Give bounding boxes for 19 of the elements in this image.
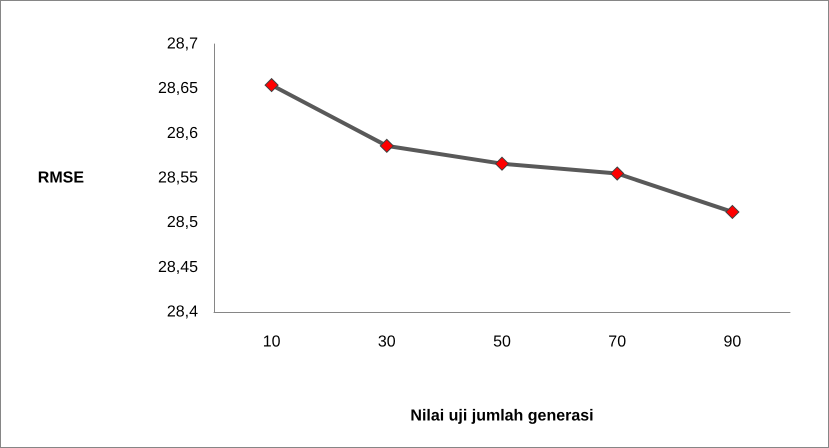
y-tick-label: 28,6 bbox=[166, 124, 198, 142]
y-tick-label: 28,65 bbox=[158, 80, 198, 98]
x-tick-label: 90 bbox=[724, 334, 742, 350]
x-tick-label: 70 bbox=[608, 334, 626, 350]
point bbox=[264, 78, 279, 92]
point bbox=[380, 138, 394, 153]
x-tick-label: 30 bbox=[378, 334, 396, 350]
x-axis-title: Nilai uji jumlah generasi bbox=[410, 408, 594, 424]
x-tick-label: 50 bbox=[493, 334, 511, 350]
y-tick-label: 28,45 bbox=[158, 258, 198, 276]
x-tick-label: 10 bbox=[262, 334, 281, 350]
point bbox=[495, 156, 509, 171]
y-tick-label: 28,4 bbox=[166, 304, 198, 320]
y-tick-label: 28,5 bbox=[166, 214, 198, 232]
y-axis-title: RMSE bbox=[38, 170, 84, 186]
point bbox=[610, 166, 624, 181]
y-tick-label: 28,55 bbox=[158, 170, 198, 186]
y-tick-label: 28,7 bbox=[166, 36, 198, 52]
point bbox=[725, 204, 740, 219]
